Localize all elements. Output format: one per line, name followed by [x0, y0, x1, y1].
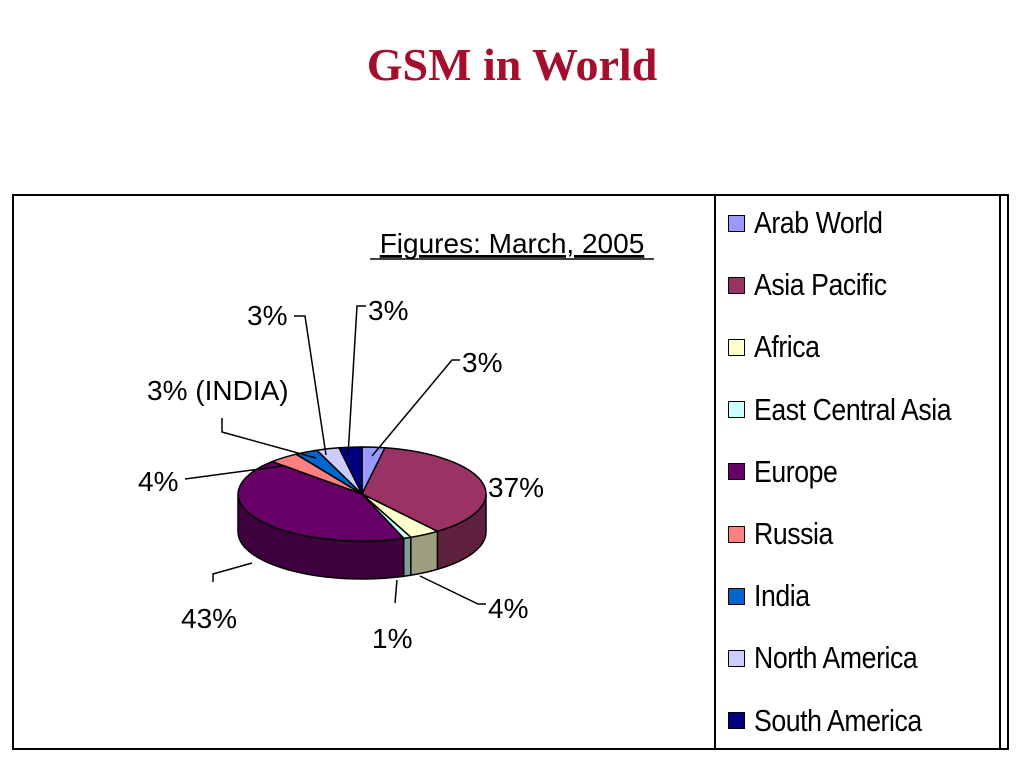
legend-swatch	[728, 587, 745, 605]
pie-slice-south-america	[337, 446, 363, 495]
data-label-north-america: 3%	[247, 300, 287, 331]
data-label-south-america: 3%	[462, 347, 502, 378]
pie-slice-europe	[237, 460, 406, 542]
data-label-africa: 4%	[488, 593, 528, 624]
leader-line-south-america	[371, 359, 460, 457]
legend-label: Africa	[754, 329, 820, 365]
legend-swatch	[728, 525, 745, 543]
leader-line-arab-world	[347, 305, 366, 457]
legend-border	[999, 194, 1001, 750]
legend-label: South America	[754, 702, 922, 738]
legend-swatch	[728, 401, 745, 419]
slide-title: GSM in World	[366, 39, 658, 90]
legend: Arab World Asia Pacific Africa East Central…	[714, 194, 1009, 750]
legend-item-india: India	[728, 576, 819, 616]
leader-line-north-america	[294, 315, 327, 456]
leader-line-africa	[419, 575, 486, 605]
leader-line-russia	[184, 465, 283, 480]
data-label-europe: 43%	[181, 603, 237, 634]
legend-label: Europe	[754, 453, 838, 489]
pie-slice-asia-pacific	[360, 447, 487, 533]
pie-side-africa	[410, 530, 439, 577]
legend-item-south-america: South America	[728, 701, 949, 741]
data-label-asia-pacific: 37%	[488, 472, 544, 503]
legend-label: Russia	[754, 516, 833, 551]
legend-label: India	[754, 578, 810, 614]
legend-item-north-america: North America	[728, 638, 944, 678]
data-label-arab-world: 3%	[368, 295, 408, 326]
legend-label: Asia Pacific	[754, 267, 887, 303]
leader-line-europe	[212, 562, 253, 582]
data-label-india: 3% (INDIA)	[147, 375, 289, 406]
leader-line-east-central-asia	[394, 579, 398, 604]
legend-label: Arab World	[754, 205, 883, 240]
legend-swatch	[728, 338, 745, 356]
data-label-russia: 4%	[138, 466, 178, 497]
legend-swatch	[728, 712, 745, 730]
chart-frame	[12, 194, 1009, 750]
legend-swatch	[728, 649, 745, 667]
pie-side-east-central-asia	[402, 536, 412, 578]
leader-line-india	[221, 418, 317, 459]
legend-item-arab-world: Arab World	[728, 203, 904, 243]
legend-item-africa: Africa	[728, 327, 830, 367]
legend-item-europe: Europe	[728, 452, 851, 492]
legend-swatch	[728, 276, 745, 294]
chart-subtitle: Figures: March, 2005	[380, 228, 645, 259]
legend-item-east-central-asia: East Central Asia	[728, 390, 983, 430]
legend-item-russia: Russia	[728, 514, 846, 554]
legend-item-asia-pacific: Asia Pacific	[728, 265, 908, 305]
legend-swatch	[728, 463, 745, 481]
legend-swatch	[728, 214, 745, 232]
data-label-east-central-asia: 1%	[372, 623, 412, 654]
legend-label: North America	[754, 640, 918, 676]
legend-label: East Central Asia	[754, 391, 952, 427]
